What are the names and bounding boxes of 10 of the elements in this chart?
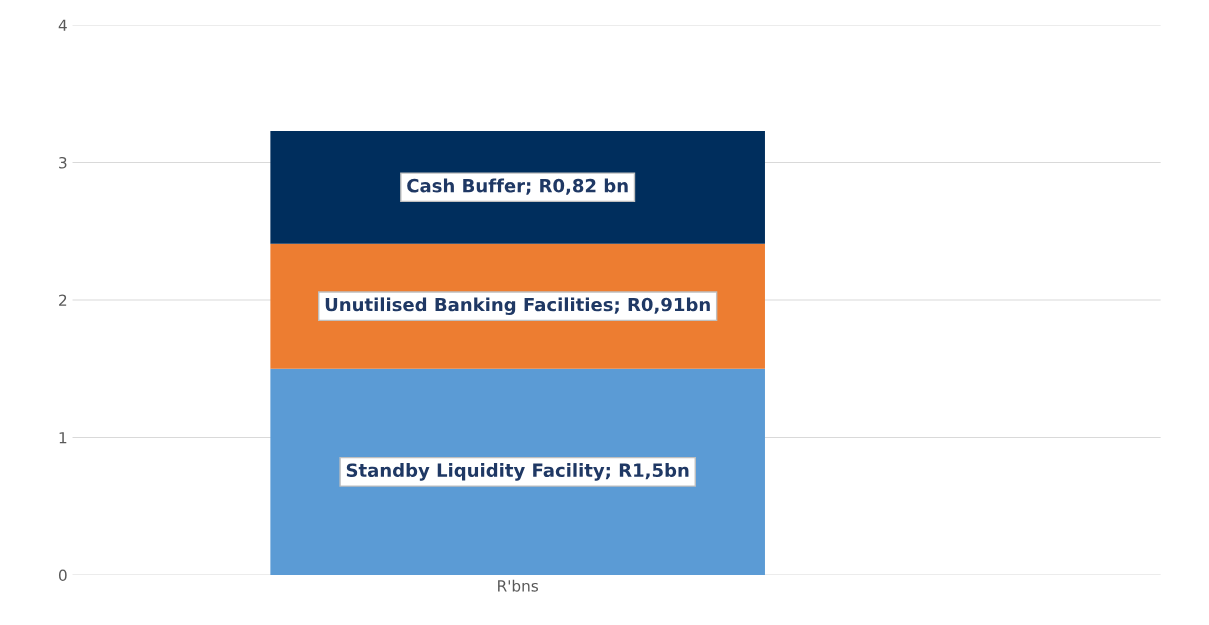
y-tick-label: 0 bbox=[58, 569, 67, 582]
y-tick-label: 2 bbox=[59, 294, 67, 306]
y-tick-label: 1 bbox=[59, 432, 67, 444]
x-tick-label: R'bns bbox=[498, 579, 538, 592]
y-tick-label: 3 bbox=[59, 156, 67, 169]
data-label: Unutilised Banking Facilities; R0,91bn bbox=[325, 297, 710, 315]
data-label: Standby Liquidity Facility; R1,5bn bbox=[346, 463, 689, 481]
bar bbox=[270, 368, 765, 575]
y-tick-label: 4 bbox=[58, 19, 67, 31]
data-label: Cash Buffer; R0,82 bn bbox=[407, 178, 628, 195]
